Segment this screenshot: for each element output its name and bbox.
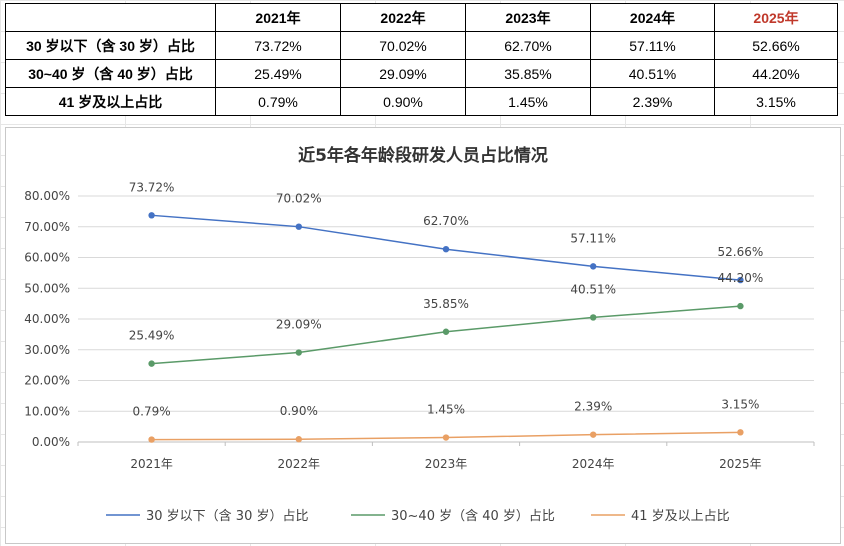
table-header-row: 2021年 2022年 2023年 2024年 2025年 xyxy=(5,3,838,32)
table-cell[interactable]: 1.45% xyxy=(465,87,591,116)
data-point xyxy=(148,436,155,443)
data-point xyxy=(590,314,597,321)
x-tick-label: 2021年 xyxy=(130,457,173,471)
data-point xyxy=(442,328,450,335)
table-cell[interactable]: 2.39% xyxy=(590,87,715,116)
data-label: 57.11% xyxy=(570,231,616,245)
data-label: 0.79% xyxy=(133,405,171,419)
data-label: 35.85% xyxy=(423,297,469,311)
data-point xyxy=(295,223,302,230)
legend-label: 41 岁及以上占比 xyxy=(631,509,730,524)
data-point xyxy=(148,360,155,367)
row-label[interactable]: 41 岁及以上占比 xyxy=(5,87,216,116)
table-cell[interactable]: 52.66% xyxy=(714,31,838,60)
row-label[interactable]: 30 岁以下（含 30 岁）占比 xyxy=(5,31,216,60)
data-label: 73.72% xyxy=(129,180,175,194)
line-chart: 近5年各年龄段研发人员占比情况 0.00% 10.00% 20.00% 30.00% 40… xyxy=(24,145,815,524)
data-label: 62.70% xyxy=(423,214,469,228)
chart-title: 近5年各年龄段研发人员占比情况 xyxy=(298,145,548,166)
data-point xyxy=(148,212,155,219)
data-point xyxy=(590,431,597,438)
x-tick-label: 2023年 xyxy=(425,457,468,471)
table-cell[interactable]: 62.70% xyxy=(465,31,591,60)
data-point xyxy=(442,434,450,441)
table-cell[interactable]: 35.85% xyxy=(465,59,591,88)
data-point xyxy=(590,263,597,270)
table-cell[interactable]: 3.15% xyxy=(714,87,838,116)
data-label: 52.66% xyxy=(718,245,764,259)
table-header-cell[interactable]: 2024年 xyxy=(590,3,715,32)
table-row: 41 岁及以上占比 0.79% 0.90% 1.45% 2.39% 3.15% xyxy=(5,87,838,116)
data-table: 2021年 2022年 2023年 2024年 2025年 30 岁以下（含 3… xyxy=(5,3,838,116)
table-cell[interactable]: 70.02% xyxy=(340,31,466,60)
table-cell[interactable]: 29.09% xyxy=(340,59,466,88)
table-cell[interactable]: 57.11% xyxy=(590,31,715,60)
data-label: 3.15% xyxy=(721,397,759,411)
y-tick-label: 30.00% xyxy=(24,343,70,357)
data-label: 2.39% xyxy=(574,400,612,414)
data-label: 40.51% xyxy=(570,282,616,296)
y-tick-label: 0.00% xyxy=(32,435,70,449)
table-cell[interactable]: 73.72% xyxy=(215,31,341,60)
data-label: 0.90% xyxy=(280,404,318,418)
y-tick-label: 70.00% xyxy=(24,220,70,234)
data-point xyxy=(295,436,302,443)
y-tick-label: 40.00% xyxy=(24,312,70,326)
x-tick-label: 2025年 xyxy=(719,457,762,471)
x-tick-label: 2024年 xyxy=(572,457,615,471)
x-tick-label: 2022年 xyxy=(278,457,321,471)
y-tick-label: 10.00% xyxy=(24,404,70,418)
table-row: 30~40 岁（含 40 岁）占比 25.49% 29.09% 35.85% 4… xyxy=(5,59,838,88)
table-cell[interactable]: 44.20% xyxy=(714,59,838,88)
y-tick-label: 60.00% xyxy=(24,251,70,265)
data-label: 29.09% xyxy=(276,318,322,332)
row-label[interactable]: 30~40 岁（含 40 岁）占比 xyxy=(5,59,216,88)
y-tick-label: 80.00% xyxy=(24,189,70,203)
y-tick-label: 20.00% xyxy=(24,374,70,388)
table-cell[interactable]: 0.90% xyxy=(340,87,466,116)
table-header-cell[interactable] xyxy=(5,3,216,32)
chart-container[interactable]: 近5年各年龄段研发人员占比情况 0.00% 10.00% 20.00% 30.00% 40… xyxy=(5,127,841,544)
data-point xyxy=(737,276,744,284)
table-cell[interactable]: 0.79% xyxy=(215,87,341,116)
data-point xyxy=(295,349,302,356)
data-point xyxy=(737,429,744,436)
data-label: 1.45% xyxy=(427,403,465,417)
legend-label: 30~40 岁（含 40 岁）占比 xyxy=(391,508,555,524)
data-point xyxy=(442,245,450,253)
table-cell[interactable]: 40.51% xyxy=(590,59,715,88)
table-header-cell-highlighted[interactable]: 2025年 xyxy=(714,3,838,32)
table-row: 30 岁以下（含 30 岁）占比 73.72% 70.02% 62.70% 57… xyxy=(5,31,838,60)
data-label: 44.20% xyxy=(718,271,764,285)
y-tick-label: 50.00% xyxy=(24,281,70,295)
data-label: 25.49% xyxy=(129,329,175,343)
legend-label: 30 岁以下（含 30 岁）占比 xyxy=(146,508,308,524)
data-label: 70.02% xyxy=(276,192,322,206)
table-cell[interactable]: 25.49% xyxy=(215,59,341,88)
table-header-cell[interactable]: 2022年 xyxy=(340,3,466,32)
table-header-cell[interactable]: 2021年 xyxy=(215,3,341,32)
table-header-cell[interactable]: 2023年 xyxy=(465,3,591,32)
data-point xyxy=(737,302,744,310)
